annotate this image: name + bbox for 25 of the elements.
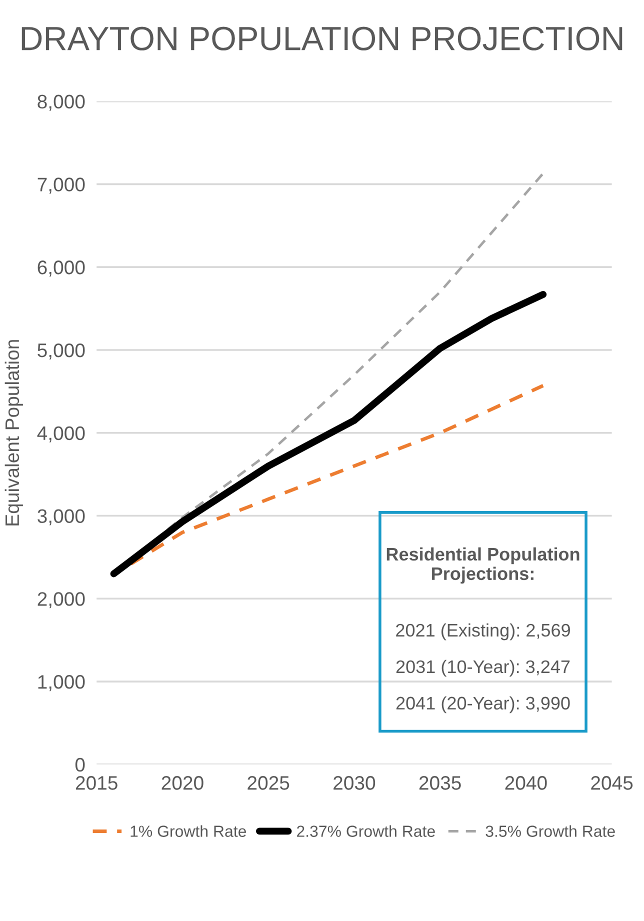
chart-title: DRAYTON POPULATION PROJECTION xyxy=(22,26,622,50)
x-tick-label: 2015 xyxy=(76,776,118,790)
x-tick-label: 2030 xyxy=(334,776,376,790)
x-tick-label: 2020 xyxy=(162,776,204,790)
x-tick-label: 2045 xyxy=(591,776,633,790)
y-tick-label: 1,000 xyxy=(38,675,85,692)
annotation: 2021 (Existing): 2,569 xyxy=(396,623,570,640)
y-tick-label: 0 xyxy=(75,758,85,772)
x-tick-label: 2040 xyxy=(505,776,547,790)
annotation: 2041 (20-Year): 3,990 xyxy=(396,696,570,714)
annotation: 2031 (10-Year): 3,247 xyxy=(396,660,570,677)
legend-label: 2.37% Growth Rate xyxy=(297,825,435,837)
y-tick-label: 7,000 xyxy=(38,178,85,194)
y-axis-title: Equivalent Population xyxy=(4,340,23,526)
x-tick-label: 2035 xyxy=(419,776,461,790)
legend-label: 3.5% Growth Rate xyxy=(486,825,615,837)
legend-label: 1% Growth Rate xyxy=(130,825,246,837)
y-tick-label: 4,000 xyxy=(37,426,85,442)
y-tick-label: 8,000 xyxy=(38,94,85,111)
x-tick-label: 2025 xyxy=(248,776,290,790)
y-tick-label: 3,000 xyxy=(38,509,85,526)
y-tick-label: 5,000 xyxy=(38,343,85,360)
y-tick-label: 2,000 xyxy=(38,592,85,608)
annotation: Residential Population Projections: xyxy=(386,547,580,584)
y-tick-label: 6,000 xyxy=(38,260,85,277)
